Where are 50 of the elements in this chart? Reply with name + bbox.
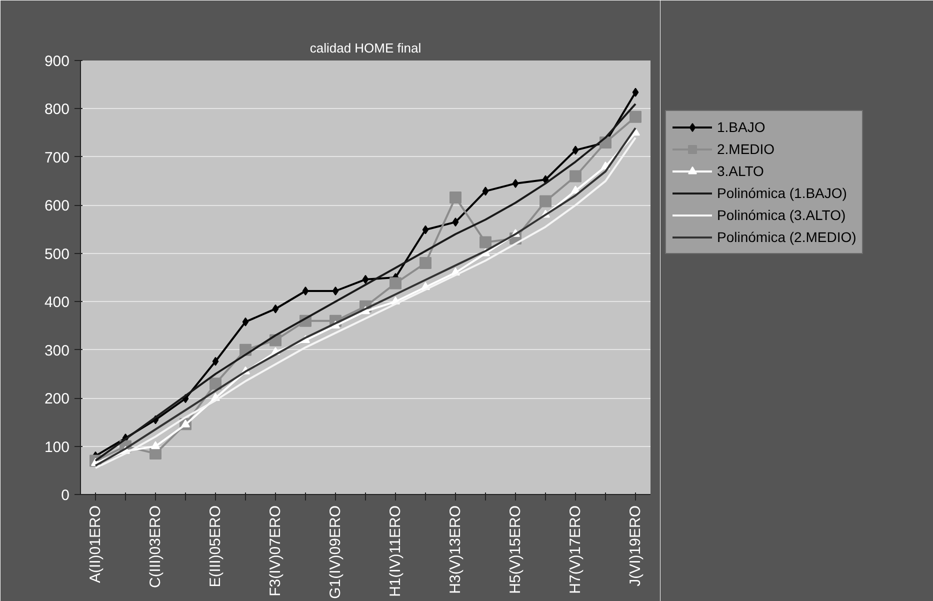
y-tick-label: 400 — [44, 294, 70, 312]
chart-title: calidad HOME final — [310, 40, 422, 56]
x-tick-label: E(III)05ERO — [207, 506, 224, 588]
y-tick-label: 700 — [44, 149, 70, 166]
point — [150, 448, 162, 460]
y-tick-label: 900 — [44, 53, 70, 70]
legend-label: 1.BAJO — [717, 119, 766, 135]
y-tick-label: 500 — [44, 246, 70, 263]
point — [572, 146, 579, 155]
point — [420, 257, 432, 270]
point — [512, 178, 519, 188]
x-tick-label: G1(IV)09ERO — [327, 505, 344, 599]
x-tick-label: F3(IV)07ERO — [267, 506, 284, 596]
point — [332, 286, 339, 296]
point — [452, 218, 459, 227]
y-tick-label: 300 — [44, 342, 70, 360]
y-tick-label: 200 — [44, 390, 70, 408]
point — [540, 195, 552, 208]
point — [210, 378, 222, 390]
legend-label: Polinómica (1.BAJO) — [717, 185, 847, 201]
point — [151, 441, 160, 450]
x-tick-label: H3(V)13ERO — [447, 506, 464, 594]
point — [422, 225, 429, 234]
y-tick-label: 100 — [44, 438, 70, 456]
x-tick-label: J(VI)19ERO — [627, 505, 644, 586]
point — [480, 236, 492, 248]
x-tick-label: H1(IV)11ERO — [387, 505, 404, 597]
x-tick-label: C(III)03ERO — [147, 506, 164, 588]
legend-label: Polinómica (3.ALTO) — [717, 207, 846, 223]
point — [632, 88, 639, 97]
legend-label: 3.ALTO — [717, 163, 764, 179]
point — [362, 274, 369, 284]
x-tick-label: A(II)01ERO — [87, 505, 104, 584]
point — [571, 186, 580, 194]
legend-label: 2.MEDIO — [717, 141, 775, 157]
point — [242, 317, 249, 326]
point — [272, 304, 279, 314]
point — [482, 186, 489, 196]
point — [212, 356, 219, 366]
x-tick-label: H5(V)15ERO — [507, 506, 524, 594]
y-tick-label: 600 — [44, 198, 70, 215]
point — [390, 277, 402, 290]
point — [630, 110, 642, 123]
legend-label: Polinómica (2.MEDIO) — [717, 229, 856, 245]
point — [450, 191, 462, 204]
y-tick-label: 0 — [61, 487, 70, 504]
y-tick-label: 800 — [44, 101, 70, 118]
point — [302, 286, 309, 296]
point — [570, 170, 582, 182]
x-tick-label: H7(V)17ERO — [567, 506, 584, 594]
